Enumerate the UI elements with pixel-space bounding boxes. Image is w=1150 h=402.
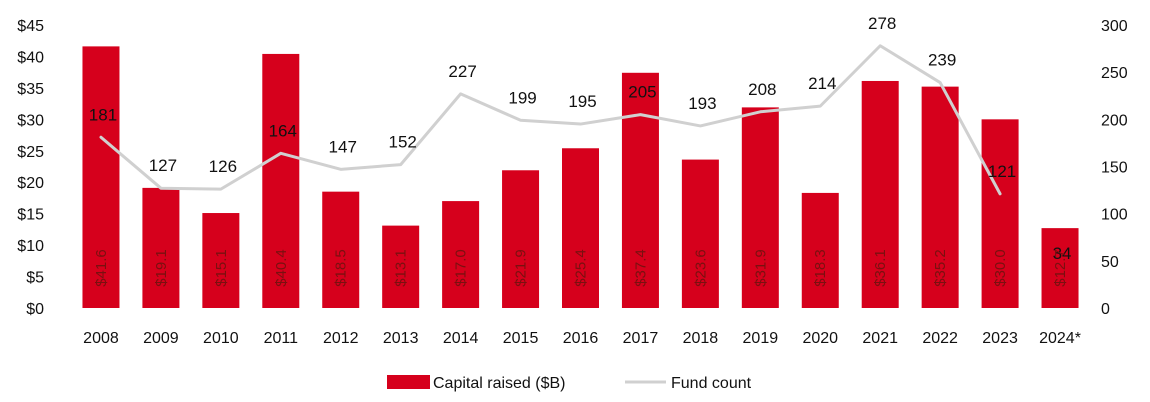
right-axis-tick-label: 50 [1101,254,1119,271]
left-axis-tick-label: $5 [26,270,44,287]
capital-bar [262,53,300,308]
x-axis-tick-label: 2019 [743,330,779,347]
fund-count-label: 193 [688,94,716,113]
right-axis-tick-label: 250 [1101,65,1128,82]
x-axis-tick-label: 2018 [683,330,719,347]
x-axis-tick-label: 2022 [922,330,958,347]
fund-count-label: 278 [868,14,896,33]
fund-count-label: 208 [748,80,776,99]
right-axis-tick-label: 150 [1101,160,1128,177]
fund-count-label: 195 [568,92,596,111]
capital-bar-label: $21.9 [513,249,530,287]
right-axis-tick-label: 300 [1101,18,1128,35]
capital-bar-label: $18.3 [812,249,829,287]
capital-bar [801,192,839,308]
x-axis-tick-label: 2014 [443,330,479,347]
capital-bar [502,170,540,308]
fund-count-label: 205 [628,83,656,102]
capital-bar [202,213,240,308]
left-axis-tick-label: $10 [17,238,44,255]
legend-capital-label: Capital raised ($B) [433,375,566,392]
capital-bar [142,187,180,308]
capital-bar [981,119,1019,308]
left-axis-tick-label: $15 [17,207,44,224]
fund-count-label: 152 [388,133,416,152]
capital-bar [322,191,360,308]
fund-count-label: 127 [149,156,177,175]
x-axis-tick-label: 2015 [503,330,539,347]
fund-count-label: 214 [808,74,836,93]
capital-bar [681,159,719,308]
capital-bar-label: $15.1 [213,249,230,287]
fund-count-line [99,44,1002,196]
left-axis-tick-label: $0 [26,301,44,318]
x-axis-tick-label: 2013 [383,330,419,347]
capital-bar [562,148,599,308]
left-axis-tick-label: $35 [17,81,44,98]
x-axis-tick-label: 2012 [323,330,359,347]
legend-capital-swatch [387,375,430,389]
capital-bar [741,107,779,308]
capital-bar-label: $12.7 [1052,249,1069,287]
capital-bar-label: $13.1 [393,249,410,287]
x-axis-tick-label: 2023 [982,330,1018,347]
fund-count-label: 164 [269,121,297,140]
left-axis-tick-label: $20 [17,175,44,192]
fund-count-label: 181 [89,105,117,124]
capital-bar [82,46,120,308]
capital-bar [442,201,480,308]
x-axis-tick-label: 2024* [1039,330,1081,347]
capital-bar-label: $41.6 [93,249,110,287]
x-axis-tick-label: 2020 [802,330,838,347]
fund-count-label: 121 [988,162,1016,181]
fund-count-label: 199 [508,88,536,107]
fund-count-label: 227 [448,62,476,81]
legend-fund-count-label: Fund count [671,375,752,392]
capital-bar-label: $18.5 [333,249,350,287]
capital-bar-label: $17.0 [453,249,470,287]
fund-count-label: 34 [1053,244,1072,263]
x-axis-tick-label: 2010 [203,330,239,347]
capital-bar-label: $36.1 [872,249,889,287]
right-axis-tick-label: 100 [1101,207,1128,224]
capital-bar-label: $30.0 [992,249,1009,287]
capital-bar [621,72,659,308]
capital-bar-label: $25.4 [572,249,589,287]
x-axis-tick-label: 2008 [83,330,119,347]
left-axis-tick-label: $30 [17,112,44,129]
capital-bar [1041,228,1079,308]
left-axis-tick-label: $25 [17,144,44,161]
left-axis-tick-label: $45 [17,18,44,35]
capital-bar-label: $31.9 [752,249,769,287]
fund-count-label: 239 [928,51,956,70]
x-axis-tick-label: 2017 [623,330,659,347]
fund-count-label: 147 [329,137,357,156]
fund-count-label: 126 [209,157,237,176]
right-axis-tick-label: 0 [1101,301,1110,318]
x-axis-tick-label: 2011 [264,330,299,347]
x-axis-tick-label: 2009 [143,330,179,347]
capital-bar-label: $23.6 [692,249,709,287]
capital-bar-label: $37.4 [632,249,649,287]
capital-bar [861,80,899,309]
x-axis-tick-label: 2021 [862,330,898,347]
capital-bar [382,225,420,308]
capital-bar-label: $19.1 [153,249,170,287]
right-axis-tick-label: 200 [1101,112,1128,129]
x-axis-tick-label: 2016 [563,330,599,347]
capital-bar [921,86,959,309]
capital-bar-label: $35.2 [932,249,949,287]
capital-bar-label: $40.4 [273,249,290,287]
left-axis-tick-label: $40 [17,49,44,66]
